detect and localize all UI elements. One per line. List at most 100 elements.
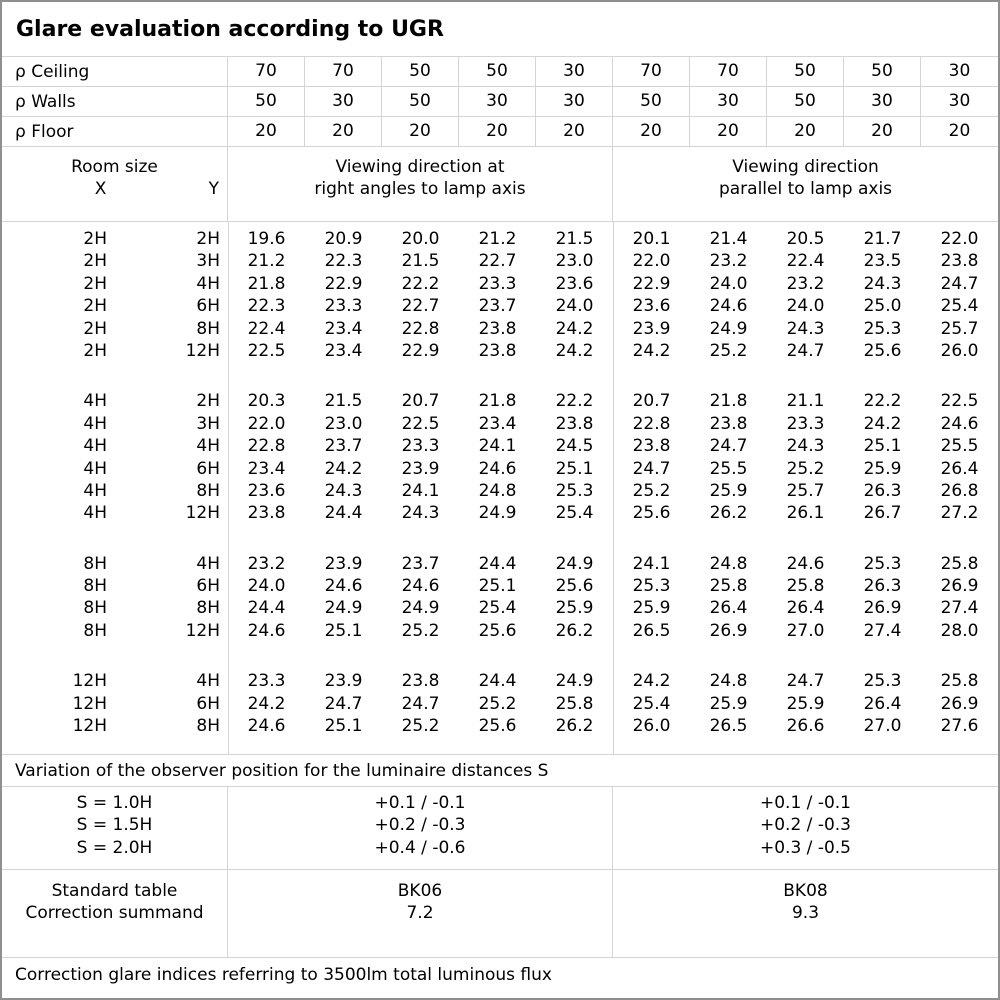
ugr-value-right-angles: 20.3 bbox=[247, 391, 286, 412]
ugr-table-row: 12H 6H 24.2 24.7 24.7 25.2 25.8 25.4 25.9 25.9 26.… bbox=[2, 693, 998, 715]
ugr-value-right-angles: 23.7 bbox=[401, 553, 440, 574]
ugr-value-right-angles: 23.3 bbox=[324, 296, 363, 317]
reflectance-value: 30 bbox=[844, 87, 921, 116]
ugr-table-row: 4H 3H 22.0 23.0 22.5 23.4 23.8 22.8 23.8 23.3 24.2… bbox=[2, 413, 998, 435]
room-x-value: 4H bbox=[83, 480, 107, 501]
ugr-value-parallel: 25.5 bbox=[709, 458, 748, 479]
ugr-table-row: 8H 6H 24.0 24.6 24.6 25.1 25.6 25.3 25.8 25.8 26.3… bbox=[2, 575, 998, 597]
reflectance-value: 30 bbox=[459, 87, 536, 116]
ugr-value-parallel: 26.0 bbox=[632, 716, 671, 737]
header-line: right angles to lamp axis bbox=[314, 179, 526, 200]
ugr-value-parallel: 24.7 bbox=[786, 340, 825, 361]
ugr-value-parallel: 23.3 bbox=[786, 413, 825, 434]
room-y-value: 6H bbox=[196, 458, 220, 479]
ugr-value-right-angles: 25.8 bbox=[555, 693, 594, 714]
ugr-value-right-angles: 22.3 bbox=[324, 251, 363, 272]
reflectance-value: 70 bbox=[305, 57, 382, 86]
ugr-value-right-angles: 26.2 bbox=[555, 716, 594, 737]
footer-note: Correction glare indices referring to 35… bbox=[15, 965, 552, 985]
ugr-value-right-angles: 21.5 bbox=[555, 229, 594, 249]
ugr-value-parallel: 24.3 bbox=[786, 318, 825, 339]
ugr-value-parallel: 27.6 bbox=[940, 716, 979, 737]
ugr-table-row: 8H 8H 24.4 24.9 24.9 25.4 25.9 25.9 26.4 26.4 26.9… bbox=[2, 597, 998, 619]
reflectance-value: 20 bbox=[228, 117, 305, 146]
s-values-parallel: +0.1 / -0.1 +0.2 / -0.3 +0.3 / -0.5 bbox=[613, 787, 998, 869]
reflectance-value: 50 bbox=[382, 57, 459, 86]
reflectance-value: 30 bbox=[536, 87, 613, 116]
ugr-value-right-angles: 20.7 bbox=[401, 391, 440, 412]
standard-table-label: Standard table bbox=[51, 881, 178, 901]
ugr-value-right-angles: 23.9 bbox=[324, 553, 363, 574]
room-y-value: 8H bbox=[196, 716, 220, 737]
ugr-value-right-angles: 25.2 bbox=[401, 716, 440, 737]
room-y-value: 4H bbox=[196, 436, 220, 457]
ugr-value-right-angles: 24.0 bbox=[247, 576, 286, 597]
ugr-value-right-angles: 25.1 bbox=[324, 716, 363, 737]
ugr-data-rows: 2H 2H 19.6 20.9 20.0 21.2 21.5 20.1 21.4 20.5 21.7… bbox=[2, 228, 998, 737]
ugr-value-right-angles: 25.2 bbox=[478, 693, 517, 714]
ugr-value-right-angles: 25.9 bbox=[555, 598, 594, 619]
ugr-value-parallel: 23.6 bbox=[632, 296, 671, 317]
ugr-value-right-angles: 22.5 bbox=[401, 413, 440, 434]
ugr-value-right-angles: 25.6 bbox=[555, 576, 594, 597]
ugr-value-parallel: 24.6 bbox=[786, 553, 825, 574]
reflectance-value: 20 bbox=[305, 117, 382, 146]
room-x-value: 4H bbox=[83, 413, 107, 434]
ugr-value-parallel: 21.4 bbox=[709, 229, 748, 249]
ugr-data-section: 2H 2H 19.6 20.9 20.0 21.2 21.5 20.1 21.4 20.5 21.7… bbox=[2, 222, 998, 755]
ugr-value-parallel: 24.7 bbox=[786, 671, 825, 692]
ugr-value-parallel: 22.2 bbox=[863, 391, 902, 412]
ugr-value-right-angles: 24.2 bbox=[555, 318, 594, 339]
header-line: Viewing direction bbox=[732, 157, 879, 177]
ugr-value-right-angles: 20.9 bbox=[324, 229, 363, 249]
room-y-value: 3H bbox=[196, 251, 220, 272]
ugr-value-right-angles: 20.0 bbox=[401, 229, 440, 249]
ugr-value-right-angles: 23.4 bbox=[478, 413, 517, 434]
ugr-value-parallel: 22.4 bbox=[786, 251, 825, 272]
room-x-value: 8H bbox=[83, 576, 107, 597]
room-y-value: 8H bbox=[196, 598, 220, 619]
ugr-value-parallel: 24.2 bbox=[632, 340, 671, 361]
ugr-value-right-angles: 23.4 bbox=[324, 340, 363, 361]
ugr-value-parallel: 24.0 bbox=[786, 296, 825, 317]
ugr-value-parallel: 26.9 bbox=[863, 598, 902, 619]
room-x-value: 2H bbox=[83, 340, 107, 361]
room-x-value: 4H bbox=[83, 436, 107, 457]
ugr-table-row: 4H 6H 23.4 24.2 23.9 24.6 25.1 24.7 25.5 25.2 25.9… bbox=[2, 458, 998, 480]
ugr-table-row: 4H 12H 23.8 24.4 24.3 24.9 25.4 25.6 26.2 26.1 26.… bbox=[2, 502, 998, 524]
s-distance-section: S = 1.0H S = 1.5H S = 2.0H +0.1 / -0.1 +… bbox=[2, 787, 998, 870]
ugr-value-right-angles: 23.0 bbox=[555, 251, 594, 272]
ugr-table-row: 8H 4H 23.2 23.9 23.7 24.4 24.9 24.1 24.8 24.6 25.3… bbox=[2, 553, 998, 575]
ugr-value-right-angles: 22.8 bbox=[401, 318, 440, 339]
room-y-value: 4H bbox=[196, 553, 220, 574]
room-y-value: 6H bbox=[196, 576, 220, 597]
ugr-value-parallel: 26.3 bbox=[863, 576, 902, 597]
ugr-value-right-angles: 25.4 bbox=[478, 598, 517, 619]
reflectance-value: 30 bbox=[536, 57, 613, 86]
ugr-value-right-angles: 24.9 bbox=[555, 553, 594, 574]
ugr-value-parallel: 26.0 bbox=[940, 340, 979, 361]
reflectance-value: 50 bbox=[382, 87, 459, 116]
ugr-value-right-angles: 23.3 bbox=[401, 436, 440, 457]
ugr-value-parallel: 25.7 bbox=[786, 480, 825, 501]
ugr-value-parallel: 26.4 bbox=[786, 598, 825, 619]
ugr-value-right-angles: 19.6 bbox=[247, 229, 286, 249]
ugr-value-parallel: 24.0 bbox=[709, 273, 748, 294]
ugr-value-right-angles: 22.7 bbox=[401, 296, 440, 317]
reflectance-value: 50 bbox=[228, 87, 305, 116]
s-label: S = 1.0H bbox=[76, 793, 153, 813]
ugr-value-parallel: 26.1 bbox=[786, 503, 825, 524]
ugr-value-right-angles: 23.0 bbox=[324, 413, 363, 434]
room-y-value: 2H bbox=[196, 229, 220, 249]
room-x-value: 4H bbox=[83, 503, 107, 524]
standard-values-parallel: BK08 9.3 bbox=[613, 870, 998, 957]
ugr-value-parallel: 24.7 bbox=[940, 273, 979, 294]
ugr-table-row: 8H 12H 24.6 25.1 25.2 25.6 26.2 26.5 26.9 27.0 27.… bbox=[2, 620, 998, 642]
room-x-value: 2H bbox=[83, 251, 107, 272]
ugr-value-parallel: 22.9 bbox=[632, 273, 671, 294]
ugr-value-parallel: 25.3 bbox=[863, 318, 902, 339]
viewing-direction-right-angles-header: Viewing direction at right angles to lam… bbox=[228, 147, 613, 221]
ugr-value-right-angles: 23.4 bbox=[247, 458, 286, 479]
correction-summand-value: 7.2 bbox=[406, 903, 434, 924]
